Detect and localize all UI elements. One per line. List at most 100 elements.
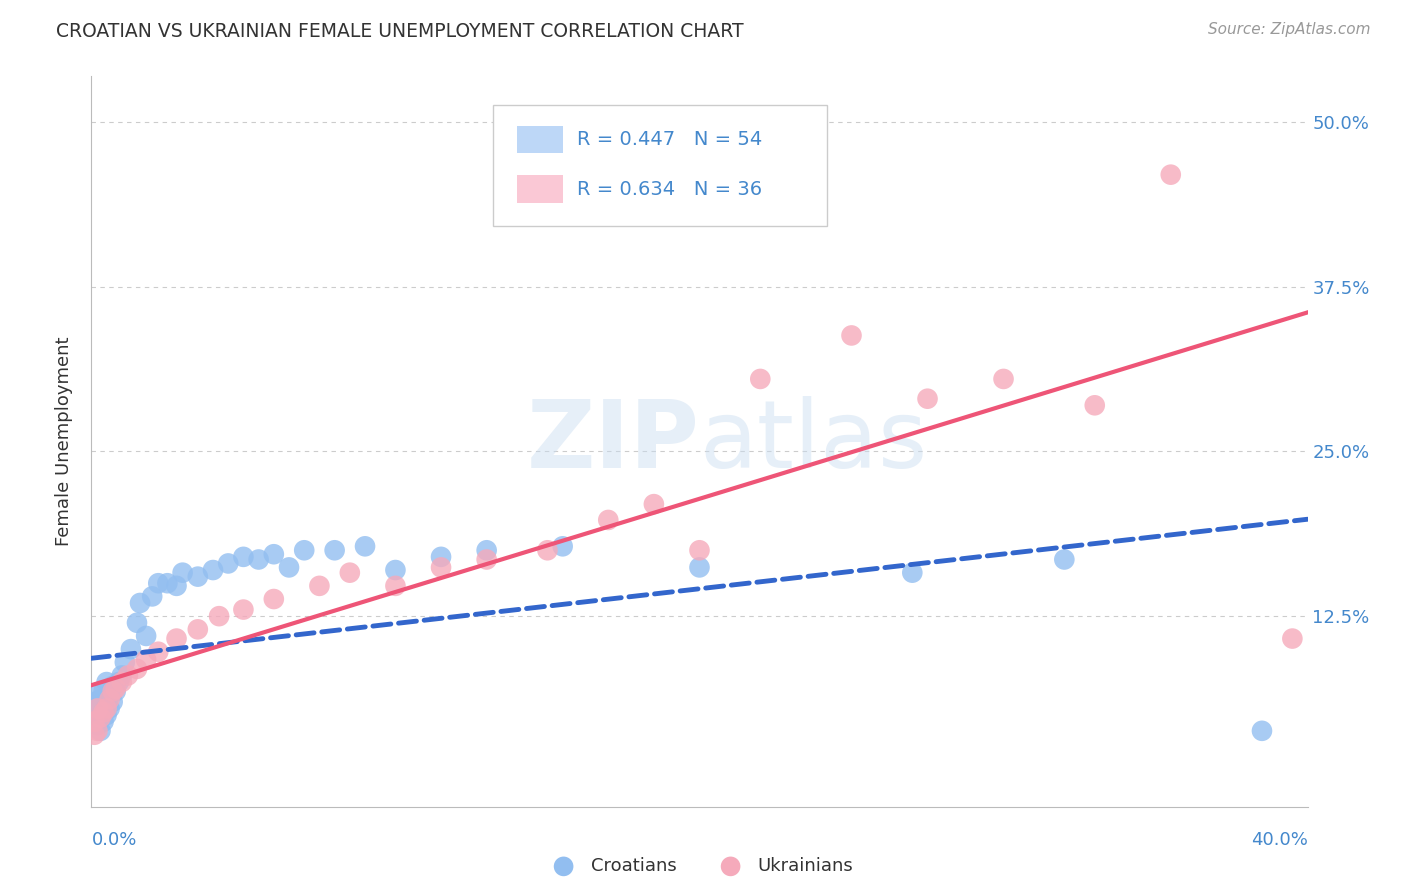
Point (172, 566, 194, 580)
Point (323, 543, 346, 558)
FancyBboxPatch shape (517, 176, 564, 203)
Point (917, 392, 939, 406)
Text: CROATIAN VS UKRAINIAN FEMALE UNEMPLOYMENT CORRELATION CHART: CROATIAN VS UKRAINIAN FEMALE UNEMPLOYMEN… (56, 22, 744, 41)
Point (83, 701, 105, 715)
Point (101, 679, 124, 693)
Point (111, 668, 134, 682)
Point (83, 695, 105, 709)
Point (114, 655, 136, 669)
Point (156, 576, 179, 591)
Point (98, 701, 121, 715)
Point (86, 701, 108, 715)
Point (86, 704, 108, 718)
Point (83, 728, 105, 742)
Point (688, 560, 710, 574)
Point (1160, 168, 1182, 182)
Point (89, 692, 111, 706)
Point (93, 684, 115, 698)
Point (98, 692, 121, 706)
Point (125, 662, 148, 676)
Point (187, 569, 209, 583)
Y-axis label: Female Unemployment: Female Unemployment (55, 337, 73, 546)
Point (232, 602, 254, 616)
Point (1251, 723, 1274, 738)
Point (135, 629, 157, 643)
Point (308, 579, 330, 593)
Point (148, 645, 170, 659)
Point (104, 684, 127, 698)
Point (187, 623, 209, 637)
Point (96, 701, 118, 715)
Point (598, 513, 620, 527)
Point (120, 642, 142, 657)
Point (117, 668, 139, 682)
Point (93, 706, 115, 720)
Point (107, 675, 129, 690)
Point (384, 579, 406, 593)
Point (536, 543, 558, 558)
Point (551, 539, 574, 553)
Point (232, 549, 254, 564)
Point (749, 372, 772, 386)
Point (993, 372, 1015, 386)
Point (93, 714, 115, 729)
Point (135, 653, 157, 667)
Point (96, 695, 118, 709)
Text: 0.0%: 0.0% (91, 831, 136, 849)
Point (292, 543, 315, 558)
Point (430, 560, 453, 574)
Point (217, 557, 239, 571)
Point (98, 688, 121, 702)
Point (208, 609, 231, 624)
Point (643, 497, 665, 511)
Point (166, 632, 188, 646)
Point (89, 708, 111, 723)
Point (89, 701, 111, 715)
Text: R = 0.634   N = 36: R = 0.634 N = 36 (576, 179, 762, 199)
Point (83, 714, 105, 729)
Point (354, 539, 377, 553)
Point (101, 695, 124, 709)
Point (901, 566, 924, 580)
Point (166, 579, 188, 593)
Point (475, 543, 498, 558)
Point (263, 592, 285, 607)
Point (86, 718, 108, 732)
Point (86, 688, 108, 702)
Point (247, 552, 270, 566)
Point (202, 563, 225, 577)
Point (339, 566, 361, 580)
Point (475, 552, 498, 566)
Text: Source: ZipAtlas.com: Source: ZipAtlas.com (1208, 22, 1371, 37)
Text: R = 0.447   N = 54: R = 0.447 N = 54 (576, 130, 762, 149)
Point (148, 576, 170, 591)
Point (89, 723, 111, 738)
Point (1053, 552, 1076, 566)
Point (96, 675, 118, 690)
Text: ZIP: ZIP (527, 395, 699, 488)
FancyBboxPatch shape (517, 126, 564, 153)
Legend: Croatians, Ukrainians: Croatians, Ukrainians (538, 850, 860, 882)
Point (688, 543, 710, 558)
Point (278, 560, 301, 574)
Point (141, 590, 163, 604)
Point (384, 563, 406, 577)
Point (86, 723, 108, 738)
FancyBboxPatch shape (492, 105, 827, 226)
Point (1084, 398, 1107, 412)
Point (263, 547, 285, 561)
Point (83, 714, 105, 729)
Point (86, 711, 108, 725)
Text: 40.0%: 40.0% (1251, 831, 1308, 849)
Point (841, 328, 863, 343)
Point (101, 684, 124, 698)
Point (1281, 632, 1303, 646)
Point (86, 698, 108, 712)
Point (104, 681, 127, 696)
Point (111, 675, 134, 690)
Point (83, 708, 105, 723)
Point (125, 615, 148, 630)
Point (96, 708, 118, 723)
Point (129, 596, 152, 610)
Point (89, 711, 111, 725)
